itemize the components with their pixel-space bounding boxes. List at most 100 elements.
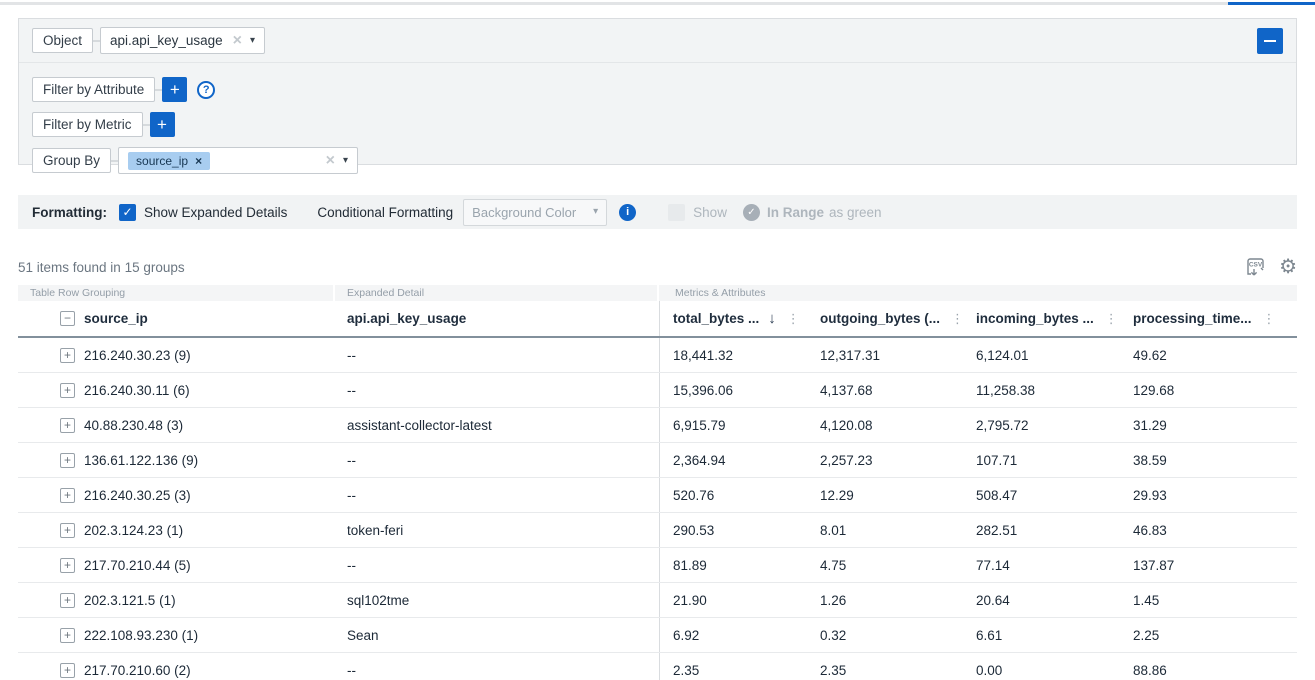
group-by-row: Group By source_ip × × ▾ <box>32 147 1283 174</box>
group-by-select[interactable]: source_ip × × ▾ <box>118 147 358 174</box>
metric-value: 137.87 <box>1120 558 1297 573</box>
expand-row-button[interactable]: + <box>60 593 75 608</box>
table-row: +202.3.124.23 (1)token-feri290.538.01282… <box>18 513 1297 548</box>
object-label: Object <box>32 28 93 53</box>
metric-value: 6.92 <box>660 628 807 643</box>
top-progress-fill <box>1228 2 1315 5</box>
column-header-incoming-bytes[interactable]: incoming_bytes ... ⋮ <box>963 311 1120 327</box>
table-settings-button[interactable]: ⚙ <box>1279 257 1297 277</box>
column-menu-icon[interactable]: ⋮ <box>787 311 800 327</box>
metric-value: 46.83 <box>1120 523 1297 538</box>
metric-value: 20.64 <box>963 593 1120 608</box>
gear-icon: ⚙ <box>1279 257 1297 277</box>
filter-by-attribute-label: Filter by Attribute <box>32 77 155 102</box>
add-metric-filter-button[interactable]: + <box>150 112 175 137</box>
expanded-detail-value: Sean <box>347 628 379 643</box>
metric-value: 49.62 <box>1120 348 1297 363</box>
info-icon[interactable]: i <box>619 204 636 221</box>
object-row: Object api.api_key_usage × ▾ <box>19 19 1296 63</box>
metric-value: 2,257.23 <box>807 453 963 468</box>
row-group-value: 136.61.122.136 (9) <box>84 453 198 468</box>
collapse-all-button[interactable]: − <box>60 311 75 326</box>
row-group-value: 216.240.30.11 (6) <box>84 383 190 398</box>
chevron-down-icon: ▾ <box>593 207 598 217</box>
collapse-panel-button[interactable] <box>1257 28 1283 54</box>
metric-value: 18,441.32 <box>660 348 807 363</box>
minus-icon <box>1264 40 1276 42</box>
metric-value: 31.29 <box>1120 418 1297 433</box>
expand-row-button[interactable]: + <box>60 523 75 538</box>
column-header-total-bytes[interactable]: total_bytes ... ↓ ⋮ <box>660 310 807 327</box>
remove-chip-icon[interactable]: × <box>195 154 202 168</box>
column-menu-icon[interactable]: ⋮ <box>1263 311 1276 327</box>
column-menu-icon[interactable]: ⋮ <box>1105 311 1118 327</box>
formatting-label: Formatting: <box>32 205 107 220</box>
table-row: +222.108.93.230 (1)Sean6.920.326.612.25 <box>18 618 1297 653</box>
conditional-formatting-dropdown[interactable]: Background Color ▾ <box>463 199 607 226</box>
clear-object-icon[interactable]: × <box>233 34 242 48</box>
clear-group-by-icon[interactable]: × <box>326 154 335 168</box>
expanded-detail-value: -- <box>347 383 356 398</box>
expanded-detail-value: -- <box>347 453 356 468</box>
object-select[interactable]: api.api_key_usage × ▾ <box>100 27 265 54</box>
row-group-value: 217.70.210.60 (2) <box>84 663 191 678</box>
in-range-label: In Range <box>767 205 824 220</box>
metric-value: 12.29 <box>807 488 963 503</box>
chevron-down-icon[interactable]: ▾ <box>343 156 348 166</box>
row-group-value: 216.240.30.25 (3) <box>84 488 191 503</box>
group-by-chip-label: source_ip <box>136 154 188 168</box>
expand-row-button[interactable]: + <box>60 488 75 503</box>
chevron-down-icon[interactable]: ▾ <box>250 36 255 46</box>
metric-value: 1.26 <box>807 593 963 608</box>
column-header-group[interactable]: source_ip <box>84 311 148 326</box>
show-in-range-checkbox[interactable] <box>668 204 685 221</box>
metric-value: 2.25 <box>1120 628 1297 643</box>
connector <box>155 89 162 91</box>
metric-value: 0.32 <box>807 628 963 643</box>
metric-value: 129.68 <box>1120 383 1297 398</box>
top-progress-track <box>0 2 1315 5</box>
metric-value: 6.61 <box>963 628 1120 643</box>
expand-row-button[interactable]: + <box>60 418 75 433</box>
column-header-detail[interactable]: api.api_key_usage <box>347 311 466 326</box>
export-csv-button[interactable]: CSV <box>1244 257 1266 277</box>
metric-value: 4.75 <box>807 558 963 573</box>
metric-value: 282.51 <box>963 523 1120 538</box>
show-expanded-details-checkbox[interactable]: ✓ <box>119 204 136 221</box>
expand-row-button[interactable]: + <box>60 383 75 398</box>
section-header-metrics: Metrics & Attributes <box>659 285 1297 301</box>
expand-row-button[interactable]: + <box>60 628 75 643</box>
metric-value: 508.47 <box>963 488 1120 503</box>
expand-row-button[interactable]: + <box>60 663 75 678</box>
filter-by-metric-row: Filter by Metric + <box>32 112 1283 137</box>
metric-value: 4,120.08 <box>807 418 963 433</box>
add-attribute-filter-button[interactable]: + <box>162 77 187 102</box>
results-header: 51 items found in 15 groups CSV ⚙ <box>18 252 1297 282</box>
metric-value: 8.01 <box>807 523 963 538</box>
expand-row-button[interactable]: + <box>60 348 75 363</box>
expanded-detail-value: token-feri <box>347 523 403 538</box>
conditional-formatting-value: Background Color <box>472 205 593 220</box>
group-by-chip[interactable]: source_ip × <box>128 152 210 170</box>
metric-value: 15,396.06 <box>660 383 807 398</box>
help-icon[interactable]: ? <box>197 81 215 99</box>
metric-value: 29.93 <box>1120 488 1297 503</box>
metric-value: 6,915.79 <box>660 418 807 433</box>
metric-value: 4,137.68 <box>807 383 963 398</box>
metric-value: 2,364.94 <box>660 453 807 468</box>
results-table: Table Row Grouping Expanded Detail Metri… <box>18 285 1297 680</box>
table-header-row: − source_ip api.api_key_usage total_byte… <box>18 301 1297 338</box>
column-header-outgoing-bytes[interactable]: outgoing_bytes (... ⋮ <box>807 311 963 327</box>
expand-row-button[interactable]: + <box>60 453 75 468</box>
app-canvas: Object api.api_key_usage × ▾ Filter by A… <box>0 0 1315 680</box>
column-header-processing-time[interactable]: processing_time... ⋮ <box>1120 311 1297 327</box>
sort-descending-icon[interactable]: ↓ <box>768 310 776 327</box>
metric-value: 107.71 <box>963 453 1120 468</box>
metric-value: 0.00 <box>963 663 1120 678</box>
metric-value: 12,317.31 <box>807 348 963 363</box>
expand-row-button[interactable]: + <box>60 558 75 573</box>
as-green-label: as green <box>829 205 882 220</box>
metric-value: 21.90 <box>660 593 807 608</box>
table-row: +216.240.30.23 (9)--18,441.3212,317.316,… <box>18 338 1297 373</box>
csv-export-icon: CSV <box>1244 257 1266 277</box>
